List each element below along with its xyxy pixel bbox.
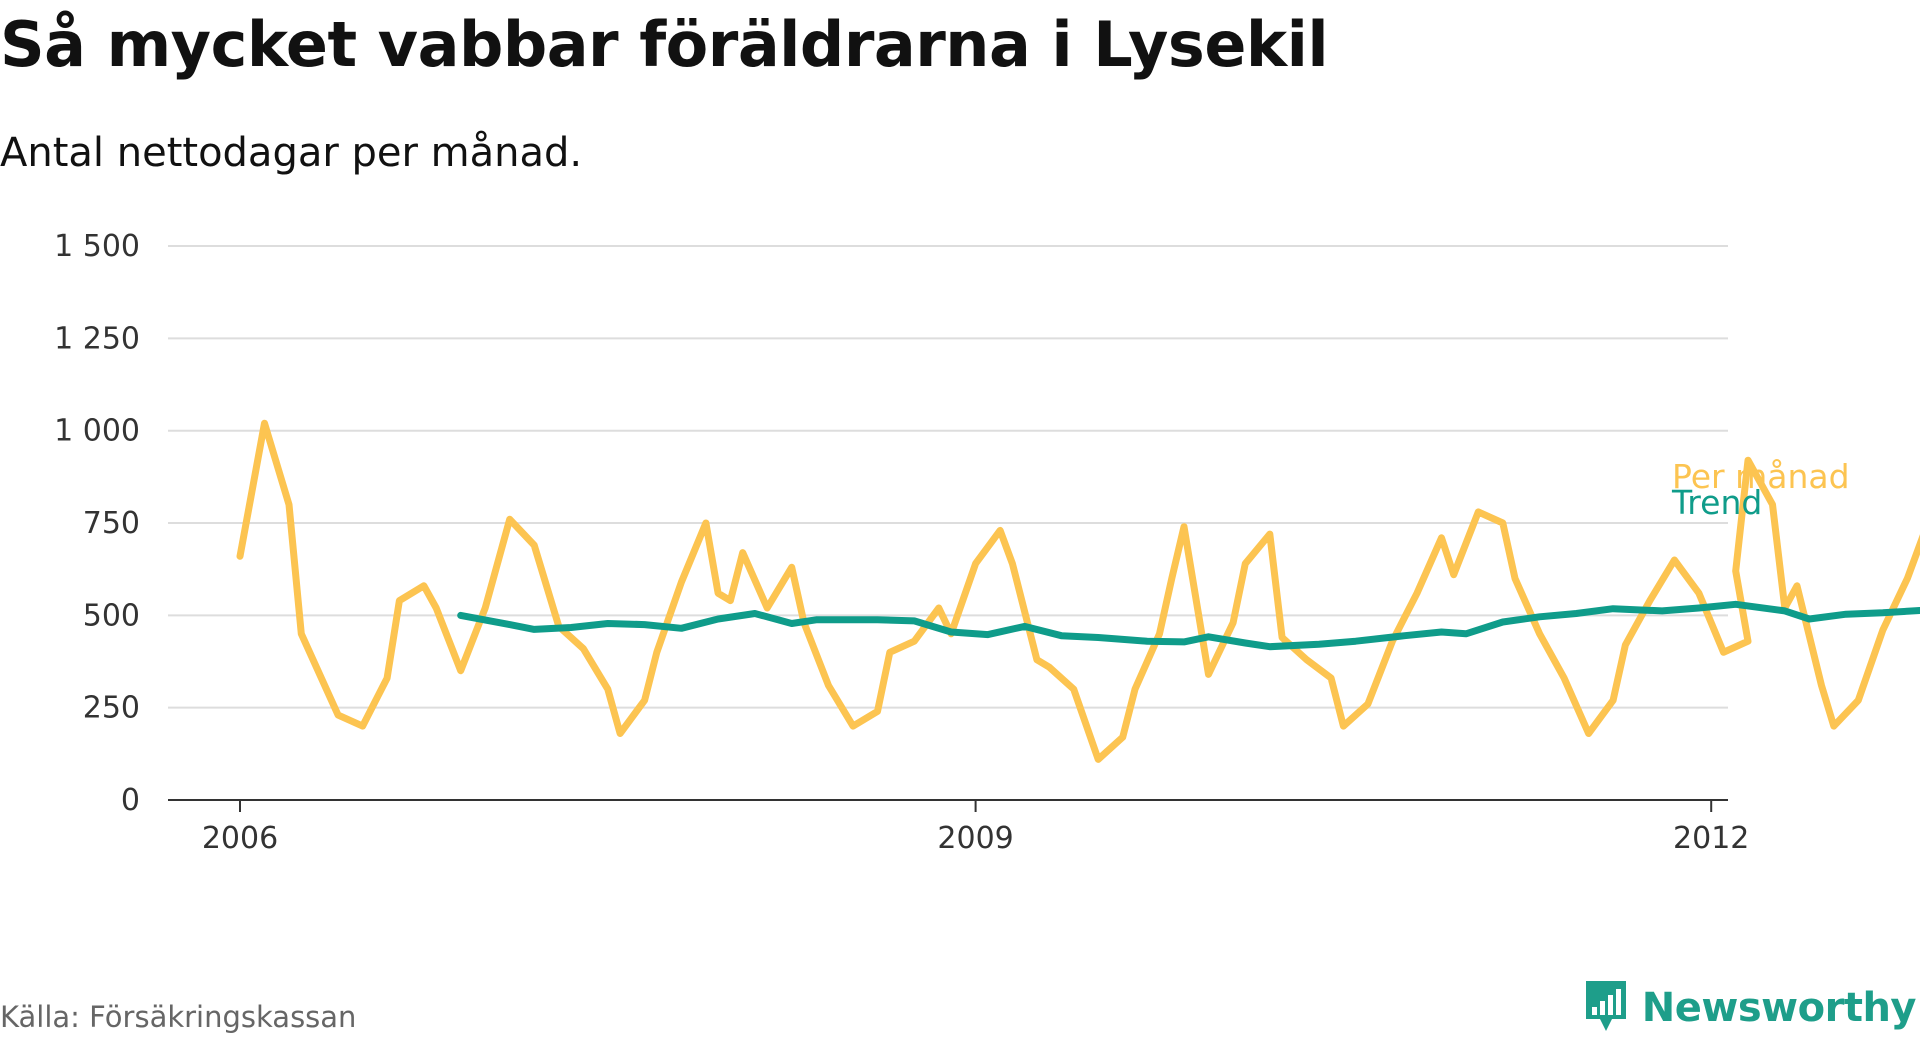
y-tick-label: 1 000 [54,414,140,449]
source-note: Källa: Försäkringskassan [0,1000,357,1034]
chart-subtitle: Antal nettodagar per månad. [0,130,583,176]
series-line-trend [457,600,1920,651]
series-label-per-manad: Per månad [1672,457,1850,496]
brand[interactable]: Newsworthy [1582,977,1917,1039]
chart-title: Så mycket vabbar föräldrarna i Lysekil [0,8,1329,81]
series-line-per-manad [236,419,1920,763]
y-tick-label: 500 [83,598,140,633]
brand-name: Newsworthy [1641,985,1917,1031]
x-tick-label: 2009 [937,821,1013,856]
newsworthy-logo-icon [1582,977,1630,1039]
gridlines [168,245,1728,709]
y-tick-label: 1 250 [54,321,140,356]
y-tick-label: 1 500 [54,229,140,264]
y-tick-label: 750 [83,506,140,541]
x-tick-label: 2012 [1673,821,1749,856]
series-label-trend: Trend [1671,483,1762,522]
y-tick-label: 250 [83,691,140,726]
series-lines [236,419,1920,763]
y-tick-label: 0 [121,783,140,818]
x-tick-label: 2006 [202,821,278,856]
